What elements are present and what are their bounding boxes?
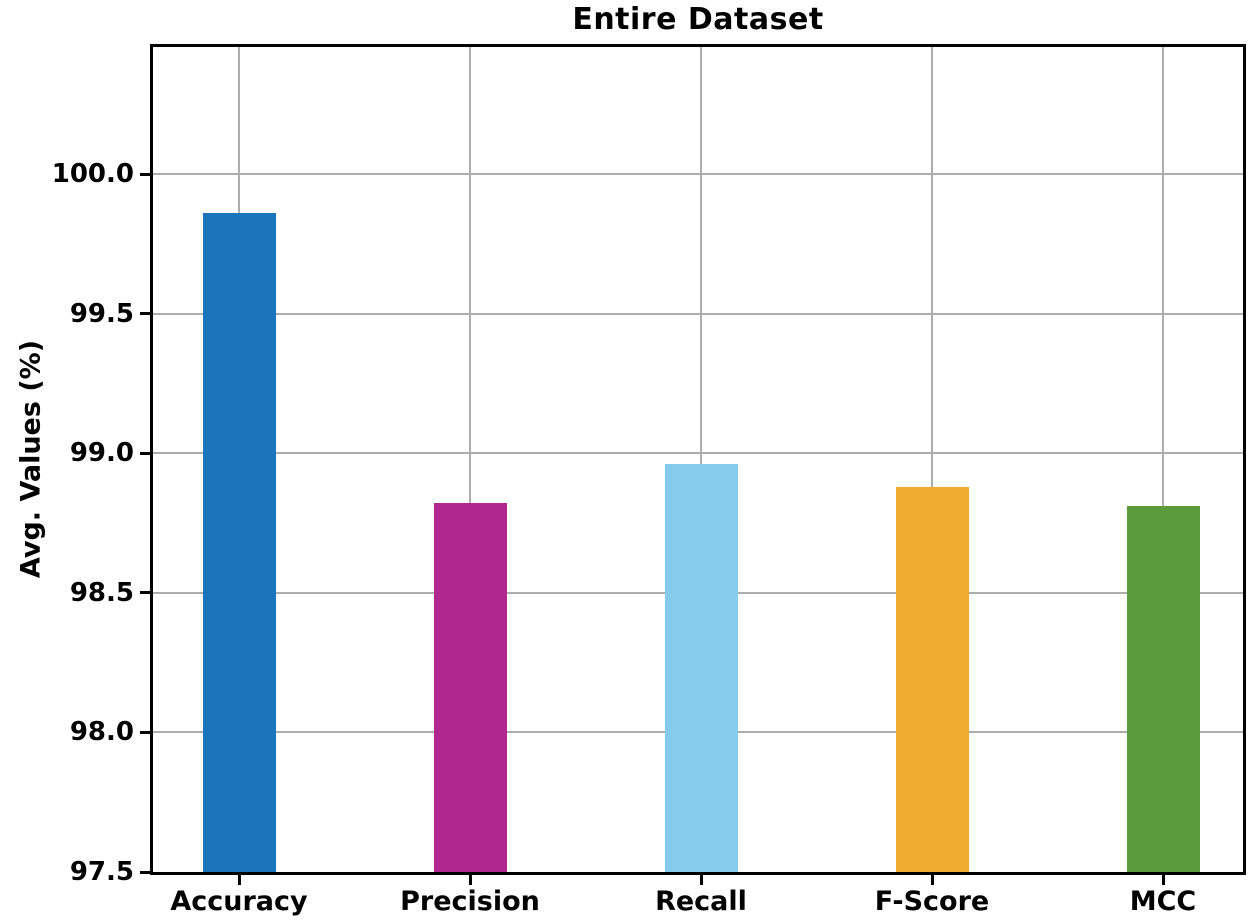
horizontal-gridline [153,452,1243,455]
y-tick-label: 97.5 [69,857,134,887]
y-tick-mark [140,870,150,874]
axes-frame [150,44,1246,875]
bar-recall [664,464,738,872]
horizontal-gridline [153,173,1243,176]
vertical-gridline [700,47,702,872]
vertical-gridline [469,47,471,872]
y-tick-mark [140,451,150,455]
bar-precision [433,503,507,872]
x-tick-label: Precision [400,886,540,917]
vertical-gridline [931,47,933,872]
x-tick-mark [468,875,472,885]
x-tick-mark [930,875,934,885]
y-tick-label: 99.0 [69,438,134,469]
chart-title: Entire Dataset [572,2,824,37]
y-tick-mark [140,172,150,176]
y-tick-mark [140,591,150,595]
y-tick-label: 98.5 [69,577,134,608]
bar-mcc [1126,506,1200,872]
y-tick-label: 99.5 [69,298,134,329]
plot-area [153,47,1243,872]
y-tick-label: 100.0 [51,159,134,190]
bar-accuracy [202,213,276,872]
horizontal-gridline [153,312,1243,315]
y-tick-mark [140,730,150,734]
x-tick-mark [1161,875,1165,885]
x-tick-label: MCC [1129,886,1197,917]
y-tick-label: 98.0 [69,717,134,748]
x-tick-mark [699,875,703,885]
x-tick-mark [237,875,241,885]
vertical-gridline [1162,47,1164,872]
y-tick-mark [140,312,150,316]
x-tick-label: F-Score [874,886,990,917]
x-tick-label: Recall [655,886,747,917]
x-tick-label: Accuracy [170,886,308,917]
bar-f-score [895,486,969,872]
